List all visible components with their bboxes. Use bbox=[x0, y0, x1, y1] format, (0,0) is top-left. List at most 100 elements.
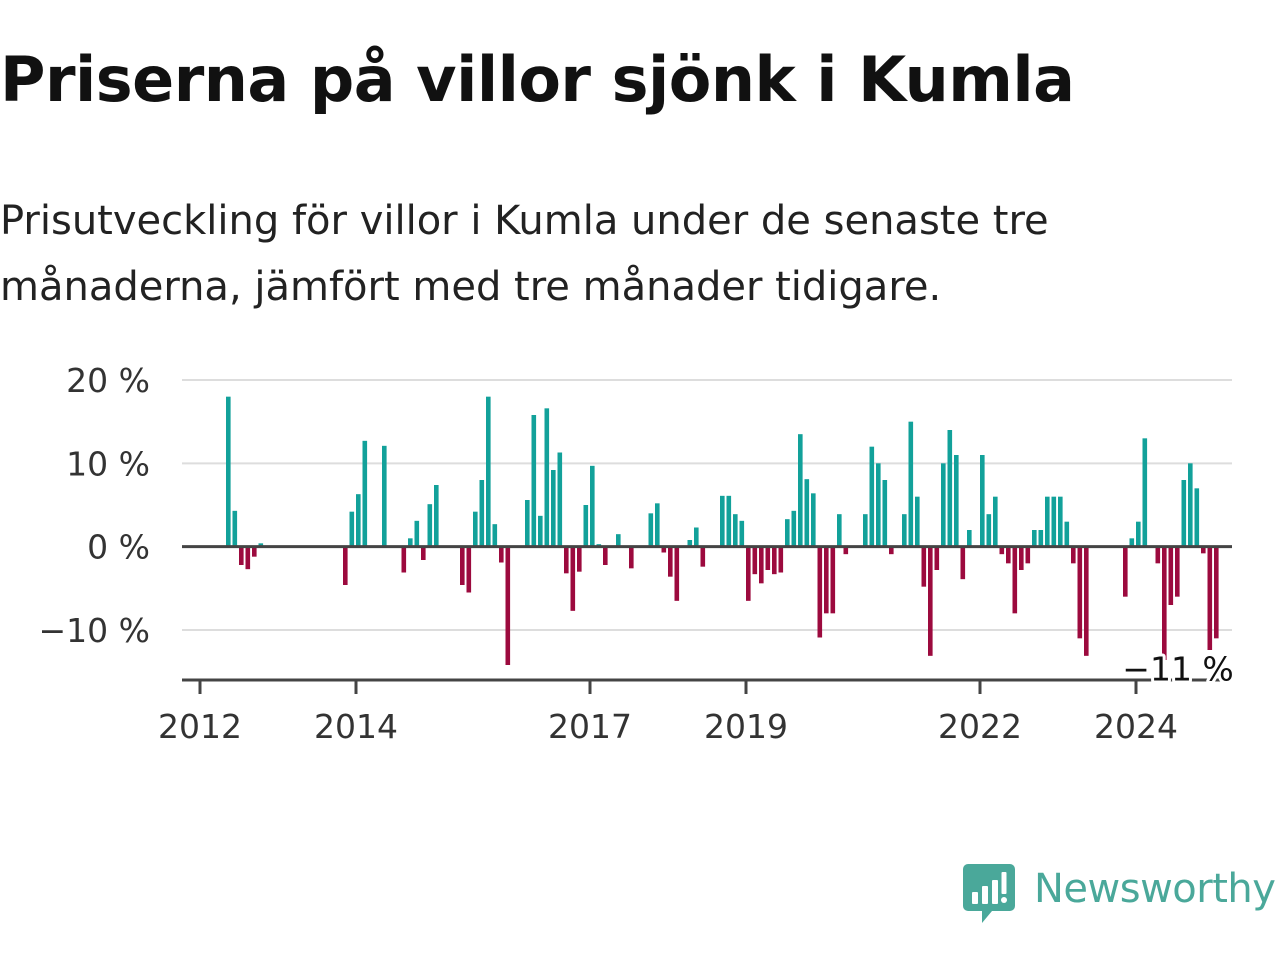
bar bbox=[798, 434, 803, 547]
bar bbox=[915, 496, 920, 547]
bar bbox=[993, 496, 998, 547]
bar bbox=[954, 455, 959, 547]
bar bbox=[1051, 496, 1057, 547]
brand-name: Newsworthy bbox=[1034, 866, 1276, 912]
bar bbox=[947, 430, 953, 547]
bar bbox=[928, 546, 933, 656]
bar bbox=[746, 546, 751, 601]
bar bbox=[577, 546, 582, 572]
annotation-label: −11 % bbox=[1122, 649, 1234, 688]
bar bbox=[349, 511, 355, 547]
bar bbox=[830, 546, 836, 614]
bar bbox=[863, 514, 868, 547]
bar bbox=[245, 546, 251, 570]
bar bbox=[1064, 521, 1070, 547]
bar bbox=[752, 546, 758, 575]
bar bbox=[492, 524, 498, 547]
chart-subtitle: Prisutveckling för villor i Kumla under … bbox=[0, 198, 1049, 310]
bar bbox=[1077, 546, 1083, 639]
x-tick-label: 2024 bbox=[1094, 707, 1178, 746]
bar bbox=[486, 396, 491, 547]
bar bbox=[232, 510, 238, 547]
bar bbox=[869, 446, 875, 547]
bar bbox=[1142, 438, 1148, 547]
bar bbox=[427, 504, 433, 547]
bar bbox=[843, 546, 849, 555]
bar bbox=[1123, 546, 1128, 597]
bar bbox=[531, 415, 537, 547]
x-tick-label: 2014 bbox=[314, 707, 398, 746]
bar bbox=[811, 493, 816, 547]
bar bbox=[941, 463, 946, 547]
bar bbox=[343, 546, 348, 585]
bar bbox=[999, 546, 1005, 555]
y-tick-label: −10 % bbox=[39, 611, 151, 650]
bar bbox=[1071, 546, 1076, 564]
bar bbox=[499, 546, 504, 563]
bar bbox=[902, 514, 907, 547]
y-axis-tick-labels: 20 % 10 % 0 % −10 % bbox=[39, 361, 151, 650]
y-tick-label: 10 % bbox=[66, 444, 150, 483]
bar bbox=[960, 546, 966, 580]
bar bbox=[1175, 546, 1180, 597]
y-tick-label: 20 % bbox=[66, 361, 150, 400]
bar bbox=[564, 546, 569, 574]
bar bbox=[772, 546, 777, 575]
bar bbox=[401, 546, 407, 573]
bar bbox=[934, 546, 940, 570]
bar bbox=[1058, 496, 1063, 547]
bar bbox=[778, 546, 784, 573]
bar bbox=[889, 546, 894, 555]
bar bbox=[733, 514, 738, 547]
bar bbox=[1162, 546, 1167, 660]
bar bbox=[1084, 546, 1089, 656]
bar bbox=[674, 546, 680, 601]
bar bbox=[551, 470, 556, 547]
bar bbox=[700, 546, 706, 567]
bar bbox=[1136, 521, 1141, 547]
bar bbox=[629, 546, 634, 569]
bar bbox=[791, 510, 797, 547]
bar bbox=[980, 455, 985, 547]
bar bbox=[1019, 546, 1024, 570]
chart-title: Priserna på villor sjönk i Kumla bbox=[0, 43, 1075, 116]
bar bbox=[739, 520, 745, 547]
bar bbox=[362, 440, 368, 547]
bar bbox=[258, 543, 264, 547]
bar bbox=[824, 546, 829, 614]
bar bbox=[967, 530, 972, 547]
bar bbox=[382, 445, 387, 547]
bar bbox=[876, 463, 881, 547]
bar bbox=[1025, 546, 1031, 564]
bar bbox=[1194, 488, 1200, 547]
bar bbox=[882, 480, 888, 547]
bar bbox=[1188, 463, 1193, 547]
bar bbox=[1207, 546, 1213, 650]
x-tick-label: 2012 bbox=[158, 707, 242, 746]
newsworthy-logo-icon bbox=[963, 864, 1015, 923]
bar bbox=[616, 534, 621, 547]
bar bbox=[538, 515, 543, 547]
bar bbox=[570, 546, 576, 611]
bar bbox=[1201, 546, 1206, 554]
bar bbox=[1168, 546, 1174, 605]
bar bbox=[837, 514, 842, 547]
bar bbox=[525, 500, 530, 547]
bar bbox=[460, 546, 465, 585]
bar bbox=[785, 519, 790, 547]
bar bbox=[1006, 546, 1011, 564]
newsworthy-logo: Newsworthy bbox=[962, 862, 1276, 928]
x-axis-ticks: 2012 2014 2017 2019 2022 2024 bbox=[158, 680, 1178, 746]
bar bbox=[356, 494, 361, 547]
gridlines bbox=[182, 379, 1232, 631]
bar bbox=[694, 527, 699, 547]
bar bbox=[414, 520, 420, 547]
bar bbox=[239, 546, 244, 565]
x-tick-label: 2017 bbox=[548, 707, 632, 746]
bars bbox=[226, 396, 1219, 665]
bar bbox=[1155, 546, 1161, 564]
bar bbox=[661, 546, 667, 553]
bar bbox=[687, 540, 693, 547]
bar bbox=[1045, 496, 1050, 547]
bar bbox=[505, 546, 511, 665]
